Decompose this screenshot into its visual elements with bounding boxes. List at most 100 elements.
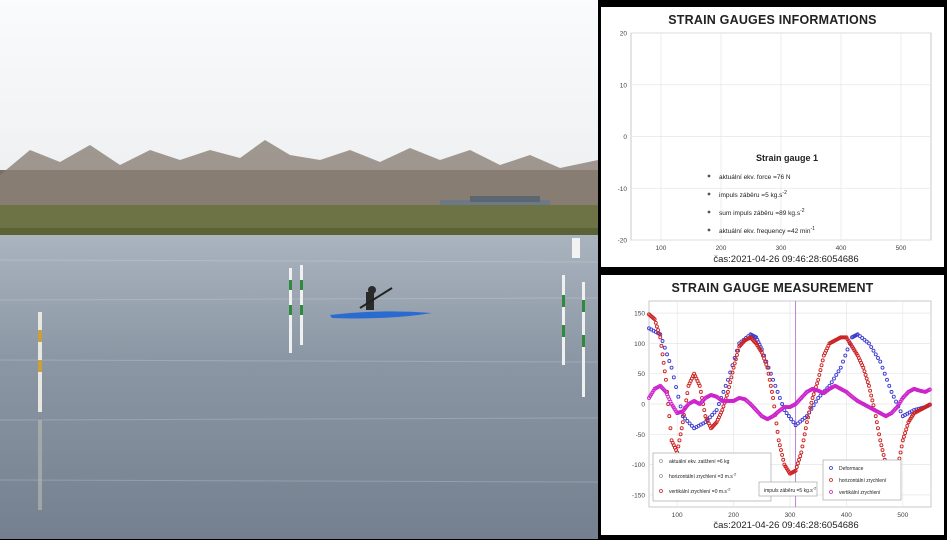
data-point <box>832 376 836 381</box>
data-point <box>677 438 682 443</box>
info-legend-item: aktuální ekv. frequency =42 min-1 <box>719 226 815 235</box>
data-point <box>870 398 875 403</box>
data-point <box>774 421 779 426</box>
data-point <box>660 339 665 343</box>
data-point <box>838 365 843 370</box>
meas-x-tick-label: 300 <box>785 512 796 519</box>
data-point <box>660 352 665 357</box>
info-legend-marker <box>707 228 711 232</box>
data-point <box>765 365 770 370</box>
data-point <box>904 427 909 432</box>
meas-panel-title: STRAIN GAUGE MEASUREMENT <box>671 281 874 295</box>
data-point <box>682 412 686 417</box>
data-point <box>726 377 730 382</box>
meas-legend-left: aktuální ekv. zatížení =6 kg horizontální… <box>652 452 772 502</box>
data-point <box>867 341 871 346</box>
data-point <box>770 389 774 394</box>
data-point <box>789 417 794 422</box>
meas-legend-marker <box>829 466 833 470</box>
data-point <box>793 468 798 473</box>
data-point <box>887 383 892 388</box>
meas-legend-item: vertikální zrychlení =0 m.s-2 <box>669 487 731 496</box>
water <box>0 235 598 539</box>
data-point <box>874 420 879 425</box>
data-point <box>685 391 690 396</box>
meas-x-tick-label: 500 <box>897 512 908 519</box>
data-point <box>723 383 728 388</box>
data-point <box>871 348 876 353</box>
data-point <box>680 420 685 425</box>
meas-legend-mid: impuls záběru =5 kg.s-2 <box>758 481 818 497</box>
data-point <box>799 450 804 455</box>
meas-y-tick-label: 100 <box>634 341 645 348</box>
data-point <box>898 450 903 455</box>
data-point <box>860 336 865 340</box>
data-point <box>889 389 894 394</box>
meas-y-tick-label: -150 <box>632 492 645 499</box>
info-panel-title: STRAIN GAUGES INFORMATIONS <box>668 13 877 27</box>
data-point <box>877 432 882 437</box>
data-point <box>880 365 885 370</box>
data-point <box>867 383 871 388</box>
data-point <box>905 423 910 428</box>
meas-legend-right: Deformace horizontální zrychlení vertikáln… <box>822 459 902 501</box>
slalom-poles <box>38 238 585 510</box>
data-point <box>775 429 780 434</box>
data-point <box>736 348 741 353</box>
data-point <box>766 371 771 376</box>
data-point <box>658 335 663 340</box>
meas-legend-marker <box>659 459 663 463</box>
river-photo <box>0 0 598 539</box>
data-point <box>862 337 867 342</box>
data-point <box>868 388 873 393</box>
data-point <box>728 380 733 385</box>
data-point <box>667 414 672 419</box>
data-point <box>716 402 721 406</box>
data-point <box>768 371 773 376</box>
data-point <box>777 443 782 448</box>
data-point <box>862 369 867 374</box>
meas-y-tick-label: 150 <box>634 311 645 318</box>
meas-x-tick-label: 100 <box>672 512 683 519</box>
data-point <box>873 414 878 419</box>
data-point <box>843 353 848 358</box>
data-point <box>659 343 664 348</box>
data-point <box>663 377 668 382</box>
data-point <box>683 416 688 421</box>
data-point <box>676 394 681 399</box>
data-point <box>845 347 850 352</box>
data-point <box>786 414 791 419</box>
data-point <box>798 419 803 424</box>
data-point <box>671 375 676 380</box>
data-point <box>665 352 669 357</box>
data-point <box>869 345 874 349</box>
data-point <box>656 328 660 333</box>
meas-y-tick-label: -100 <box>632 462 645 469</box>
data-point <box>777 395 782 400</box>
data-point <box>653 320 658 325</box>
meas-timestamp: čas:2021-04-26 09:46:28:6054686 <box>713 520 858 531</box>
data-point <box>721 404 726 409</box>
info-x-tick-label: 300 <box>776 245 787 252</box>
data-point <box>678 404 683 409</box>
data-point <box>728 370 733 375</box>
info-y-tick-label: -20 <box>618 238 628 245</box>
data-point <box>726 389 730 394</box>
data-point <box>878 359 883 364</box>
meas-legend-item: Deformace <box>839 466 864 472</box>
data-point <box>668 426 673 431</box>
data-point <box>685 419 690 423</box>
meas-x-tick-label: 400 <box>841 512 852 519</box>
data-point <box>815 381 820 386</box>
data-point <box>801 438 806 443</box>
info-legend-item: impuls záběru =5 kg.s-2 <box>719 190 787 199</box>
data-point <box>657 331 662 336</box>
data-point <box>791 420 796 425</box>
data-point <box>678 432 683 437</box>
data-point <box>864 339 869 344</box>
info-x-tick-label: 400 <box>836 245 847 252</box>
data-point <box>720 408 725 413</box>
meas-legend-marker <box>659 474 663 478</box>
data-point <box>707 415 712 420</box>
data-point <box>771 395 776 400</box>
